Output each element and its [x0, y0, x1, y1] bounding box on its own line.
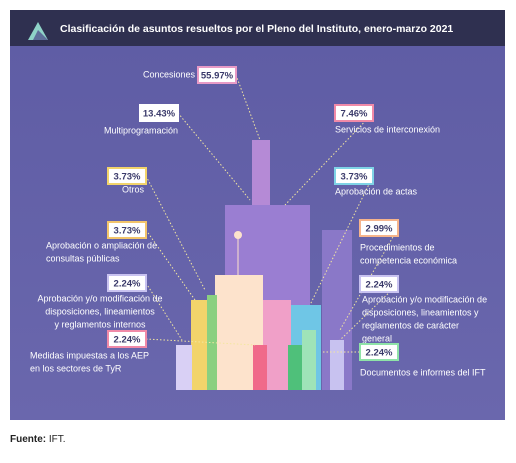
infographic: Clasificación de asuntos resueltos por e…	[10, 10, 505, 420]
label: Documentos e informes del IFT	[360, 367, 486, 377]
label: disposiciones, lineamientos	[45, 306, 155, 316]
leader	[145, 175, 206, 291]
value: 3.73%	[114, 172, 141, 183]
value-box	[197, 66, 237, 84]
label: reglamentos de carácter	[362, 320, 459, 330]
building	[288, 345, 302, 390]
logo-shade	[33, 30, 48, 40]
title: Clasificación de asuntos resueltos por e…	[60, 23, 453, 35]
label: en los sectores de TyR	[30, 363, 122, 373]
label: general	[362, 333, 392, 343]
label: Concesiones	[143, 69, 196, 79]
building	[207, 295, 217, 390]
footer-text: IFT.	[46, 434, 66, 445]
value: 2.99%	[366, 224, 393, 235]
label: Medidas impuestas a los AEP	[30, 350, 149, 360]
value-box	[359, 343, 399, 361]
label: y reglamentos internos	[54, 319, 146, 329]
value-box	[334, 167, 374, 185]
label: Aprobación y/o modificación de	[37, 293, 162, 303]
value-box	[359, 219, 399, 237]
label: Servicios de interconexión	[335, 124, 440, 134]
value-box	[107, 274, 147, 292]
leader	[339, 283, 399, 341]
building	[253, 345, 267, 390]
label: Aprobación de actas	[335, 186, 418, 196]
value-box	[359, 275, 399, 293]
label: Aprobación o ampliación de	[46, 240, 157, 250]
footer-label: Fuente:	[10, 434, 47, 445]
footer: Fuente: IFT.	[10, 434, 66, 445]
leader	[235, 74, 261, 141]
leader	[145, 282, 183, 341]
value: 2.24%	[366, 280, 393, 291]
value: 13.43%	[143, 109, 176, 120]
value: 2.24%	[114, 335, 141, 346]
label: disposiciones, lineamientos y	[362, 307, 479, 317]
label: Procedimientos de	[360, 242, 435, 252]
value: 3.73%	[341, 172, 368, 183]
buildings	[176, 140, 352, 390]
value-box	[139, 104, 179, 122]
label: consultas públicas	[46, 253, 120, 263]
value: 2.24%	[114, 279, 141, 290]
header-band	[10, 10, 505, 46]
building	[176, 345, 192, 390]
value: 3.73%	[114, 226, 141, 237]
label: Multiprogramación	[104, 125, 178, 135]
value-box	[334, 104, 374, 122]
leader	[177, 112, 251, 201]
value: 55.97%	[201, 71, 234, 82]
value-box	[107, 330, 147, 348]
label: Aprobación y/o modificación de	[362, 294, 487, 304]
value: 7.46%	[341, 109, 368, 120]
label: Otros	[122, 184, 145, 194]
value-box	[107, 221, 147, 239]
leader	[309, 175, 374, 306]
leader	[145, 229, 196, 301]
building	[330, 340, 344, 390]
building	[263, 300, 291, 390]
building	[191, 300, 207, 390]
building	[302, 330, 316, 390]
leader	[145, 338, 256, 346]
value: 2.24%	[366, 348, 393, 359]
leader	[284, 112, 374, 206]
value-box	[107, 167, 147, 185]
label: competencia económica	[360, 255, 457, 265]
labels: 55.97% Concesiones 13.43% Multiprogramación…	[30, 66, 487, 377]
